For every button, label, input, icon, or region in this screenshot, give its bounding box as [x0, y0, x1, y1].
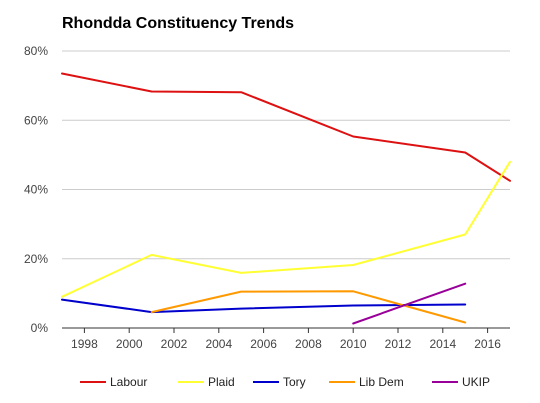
x-tick-label: 2014 [429, 337, 456, 351]
gridlines [62, 50, 510, 260]
series-lines [61, 72, 511, 325]
y-tick-label: 60% [24, 113, 48, 127]
legend-item-lib-dem: Lib Dem [329, 375, 404, 389]
series-line-plaid [61, 160, 511, 298]
series-line-labour [61, 72, 511, 182]
x-tick-label: 2004 [205, 337, 232, 351]
legend-item-tory: Tory [253, 375, 306, 389]
legend-label-ukip: UKIP [462, 375, 490, 389]
legend-label-labour: Labour [110, 375, 147, 389]
x-tick-label: 2006 [250, 337, 277, 351]
x-tick-label: 2012 [385, 337, 412, 351]
series-line-lib-dem [150, 290, 467, 324]
series-line-tory [61, 298, 467, 314]
chart-title: Rhondda Constituency Trends [62, 15, 294, 32]
y-tick-label: 0% [31, 321, 49, 335]
y-tick-label: 40% [24, 183, 48, 197]
x-tick-label: 1998 [71, 337, 98, 351]
y-axis-ticks: 0% 20% 40% 60% 80% [24, 44, 48, 335]
legend-item-ukip: UKIP [432, 375, 490, 389]
legend-label-tory: Tory [283, 375, 306, 389]
x-tick-label: 2016 [474, 337, 501, 351]
x-axis-ticks: 1998 2000 2002 2004 2006 2008 2010 2012 2014 2016 [71, 328, 501, 351]
x-tick-label: 2008 [295, 337, 322, 351]
series-line-ukip [352, 282, 467, 325]
x-tick-label: 2000 [116, 337, 143, 351]
legend-label-lib-dem: Lib Dem [359, 375, 404, 389]
y-tick-label: 80% [24, 44, 48, 58]
x-tick-label: 2010 [340, 337, 367, 351]
legend-item-labour: Labour [80, 375, 147, 389]
y-tick-label: 20% [24, 252, 48, 266]
legend: Labour Plaid Tory Lib Dem UKIP [80, 375, 490, 389]
legend-item-plaid: Plaid [178, 375, 235, 389]
legend-label-plaid: Plaid [208, 375, 235, 389]
x-tick-label: 2002 [161, 337, 188, 351]
